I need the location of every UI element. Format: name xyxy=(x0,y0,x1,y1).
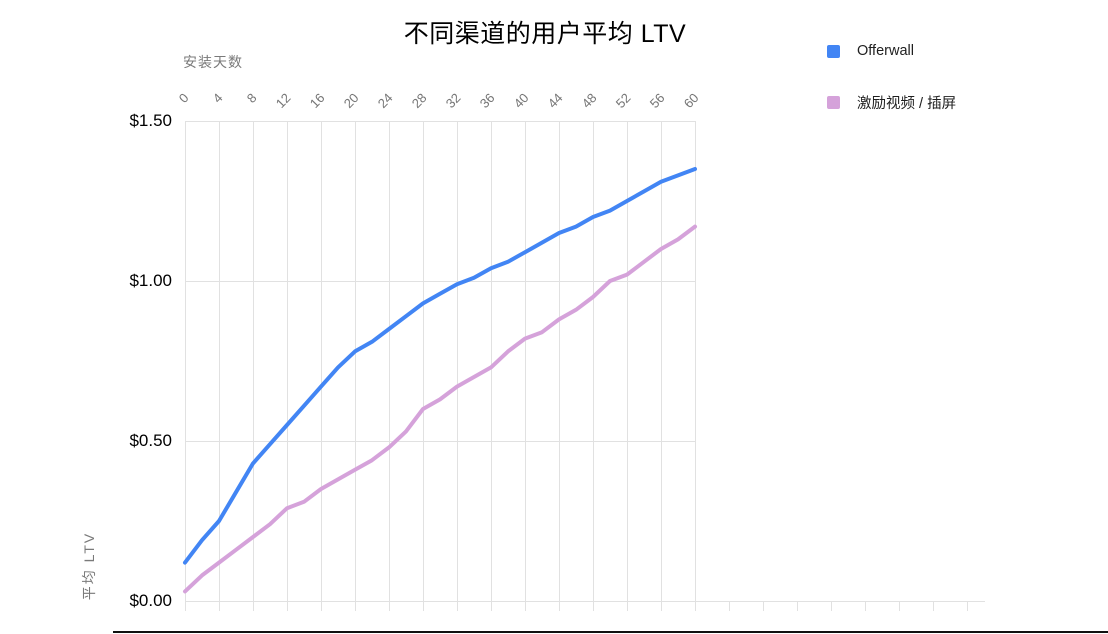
series-line-1[interactable] xyxy=(183,224,697,594)
legend-swatch-offerwall xyxy=(827,44,840,58)
y-tick-label: $1.00 xyxy=(129,271,172,290)
legend-label-rewarded-video: 激励视频 / 插屏 xyxy=(857,95,957,112)
screen-edge-line xyxy=(113,631,1108,633)
x-axis-title: 安装天数 xyxy=(183,54,243,70)
legend-item-rewarded-video[interactable]: 激励视频 / 插屏 xyxy=(827,95,956,112)
chart-legend: Offerwall 激励视频 / 插屏 xyxy=(827,43,956,146)
y-tick-label: $0.50 xyxy=(129,431,172,450)
chart-title: 不同渠道的用户平均 LTV xyxy=(403,20,687,48)
y-tick-label: $0.00 xyxy=(129,591,172,610)
legend-label-offerwall: Offerwall xyxy=(857,43,914,59)
y-tick-label: $1.50 xyxy=(129,111,172,130)
legend-swatch-rewarded-video xyxy=(827,95,840,109)
legend-item-offerwall[interactable]: Offerwall xyxy=(827,43,956,59)
series-line-0[interactable] xyxy=(183,167,697,565)
